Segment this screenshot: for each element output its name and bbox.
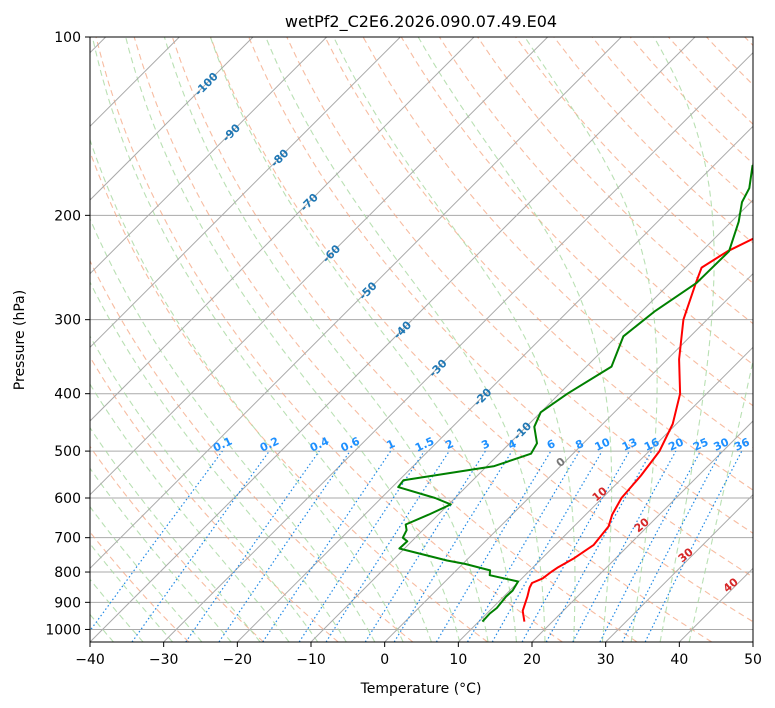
isotherm [90,37,401,349]
y-tick-label: 800 [54,565,81,581]
mixing-ratio-line [393,450,513,642]
moist-adiabat [90,335,319,642]
x-tick-label: −40 [75,652,105,668]
moist-adiabat [265,37,546,642]
x-tick-label: 40 [670,652,688,668]
moist-adiabat [90,467,232,642]
isotherm [531,420,753,642]
mixing-ratio-line [298,450,425,642]
background-lines [90,37,753,642]
mixing-ratio-line [185,450,320,642]
isotherm [90,37,696,642]
dry-adiabat [90,445,264,642]
mixing-ratio-line [572,450,677,642]
moist-adiabat [90,383,290,642]
moist-adiabat [209,37,518,642]
mixing-ratio-line [262,450,392,642]
y-axis-label: Pressure (hPa) [12,290,28,390]
x-tick-label: 30 [597,652,615,668]
y-tick-label: 600 [54,491,81,507]
y-tick-label: 700 [54,531,81,547]
moist-adiabat [524,37,658,642]
chart-title: wetPf2_C2E6.2026.090.07.49.E04 [285,12,557,32]
mixing-ratio-line [218,450,351,642]
moist-adiabat [688,358,753,642]
moist-adiabat [90,426,261,642]
moist-adiabat [90,578,144,642]
moist-adiabat [90,217,376,642]
mixing-ratio-label: 20 [666,435,686,453]
x-tick-label: −30 [149,652,179,668]
x-tick-label: 10 [449,652,467,668]
y-tick-label: 400 [54,387,81,403]
y-tick-label: 200 [54,208,81,224]
isotherm [90,37,622,570]
mixing-ratio-line [644,450,743,642]
isotherm [163,51,753,642]
mixing-ratio-line [90,450,223,632]
mixing-ratio-label: 16 [642,435,662,453]
x-tick-label: −20 [223,652,253,668]
moist-adiabat [91,37,432,642]
dry-adiabat [90,259,414,642]
dry-adiabat [286,37,753,534]
isotherm [605,493,753,642]
mixing-ratio-label: 30 [712,435,732,453]
isotherm [90,37,328,275]
mixing-ratio-label: 10 [593,435,613,453]
moist-adiabat [90,542,174,642]
x-tick-label: 50 [744,652,762,668]
dry-adiabat [324,37,753,491]
mixing-ratio-label: 13 [620,435,639,453]
isotherm [236,125,753,642]
y-tick-label: 300 [54,313,81,329]
moist-adiabat [163,37,489,642]
temperature-line [521,237,753,622]
isotherm [90,37,549,496]
isotherm [90,37,475,422]
isotherm [384,272,753,642]
mixing-ratio-line [131,450,270,642]
axis-ticks: −40 −30 −20 −10 0 10 20 30 40 50 100 200 300 400 500 60… [45,30,762,668]
moist-adiabat [125,37,461,642]
isotherm [90,37,254,201]
plot-frame [89,36,754,643]
mixing-ratio-label: 25 [691,435,710,453]
mixing-ratio-label: 36 [732,435,752,453]
moist-adiabat [417,37,613,642]
y-tick-label: 100 [54,30,81,46]
y-tick-label: 1000 [45,622,81,638]
dry-adiabat [248,37,753,578]
moist-adiabat [90,505,203,642]
mixing-ratio-line [325,450,450,642]
moist-adiabat [653,37,715,642]
isotherm [310,199,753,642]
moist-adiabat [333,37,576,642]
dry-adiabat [209,37,753,623]
isotherm [457,346,753,642]
x-axis-label: Temperature (°C) [360,681,482,697]
x-tick-label: 20 [523,652,541,668]
mixing-ratio-line [545,450,653,642]
y-tick-label: 500 [54,444,81,460]
x-tick-label: −10 [296,652,326,668]
moist-adiabat [90,281,347,642]
dry-adiabat [171,37,712,642]
y-tick-label: 900 [54,595,81,611]
dry-adiabat [515,37,753,284]
dry-adiabat [90,356,339,642]
x-tick-label: 0 [380,652,389,668]
moist-adiabat [90,138,404,642]
